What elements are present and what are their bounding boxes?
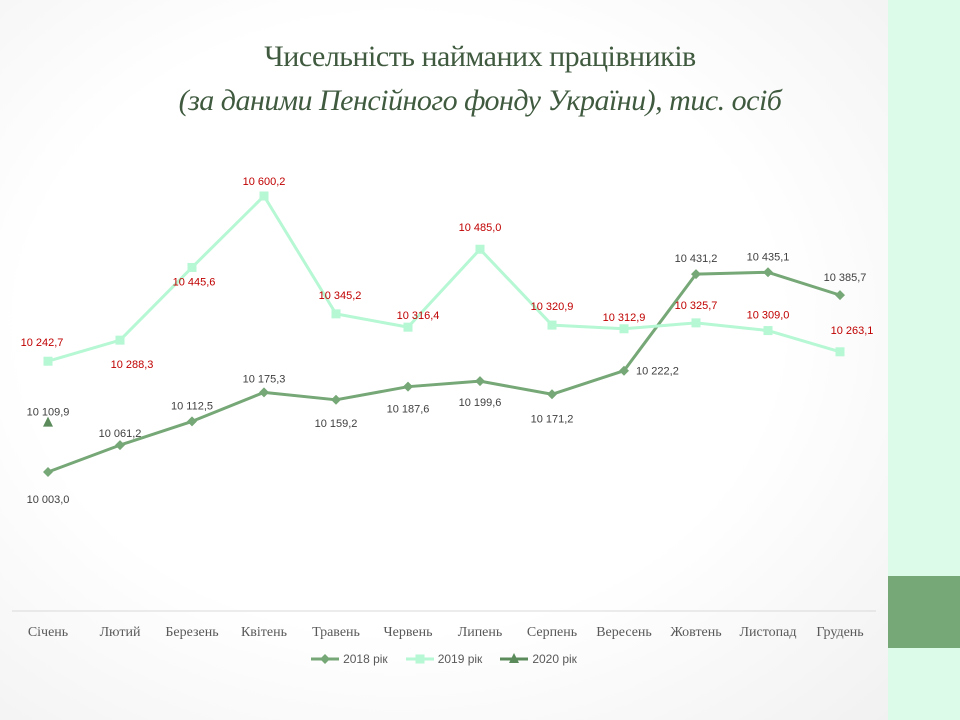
data-label: 10 112,5 (171, 400, 213, 412)
data-label: 10 600,2 (243, 176, 286, 188)
x-tick-label: Квітень (241, 625, 287, 640)
x-tick-label: Вересень (596, 625, 652, 640)
data-point (763, 267, 773, 278)
data-point (43, 416, 53, 427)
data-point (43, 356, 53, 366)
legend-item: 2019 рік (405, 652, 483, 666)
data-point (187, 416, 197, 427)
data-point (835, 290, 845, 301)
data-point (619, 365, 629, 376)
data-label: 10 325,7 (675, 300, 718, 312)
slide-background (0, 0, 888, 720)
data-label: 10 345,2 (319, 290, 362, 302)
data-label: 10 385,7 (824, 272, 867, 284)
data-label: 10 171,2 (531, 413, 574, 425)
data-label: 10 435,1 (747, 251, 790, 263)
x-tick-label: Лютий (100, 625, 141, 640)
data-point (763, 326, 773, 336)
data-point (259, 191, 269, 201)
data-label: 10 309,0 (747, 310, 790, 322)
data-point (691, 269, 701, 280)
x-tick-label: Травень (312, 625, 360, 640)
data-point (259, 387, 269, 398)
data-point (187, 262, 197, 272)
data-label: 10 320,9 (531, 301, 574, 313)
data-label: 10 288,3 (111, 359, 154, 371)
data-label: 10 003,0 (27, 494, 70, 506)
legend-swatch (405, 654, 434, 664)
data-label: 10 109,9 (27, 407, 70, 419)
data-point (547, 320, 557, 330)
data-point (547, 389, 557, 400)
data-label: 10 485,0 (459, 222, 502, 234)
x-tick-label: Червень (384, 625, 433, 640)
data-label: 10 199,6 (459, 397, 502, 409)
side-accent-block (888, 576, 960, 648)
data-point (115, 335, 125, 345)
legend-swatch (311, 654, 340, 664)
data-point (403, 322, 413, 332)
legend-label: 2019 рік (437, 652, 483, 666)
data-label: 10 263,1 (831, 325, 874, 337)
data-point (691, 318, 701, 328)
chart-subtitle: (за даними Пенсійного фонду України), ти… (178, 84, 782, 117)
chart-legend: 2018 рік 2019 рік 2020 рік (0, 652, 888, 666)
data-label: 10 187,6 (387, 404, 430, 416)
x-tick-label: Березень (165, 625, 218, 640)
data-label: 10 316,4 (397, 310, 440, 322)
x-tick-label: Січень (28, 625, 68, 640)
data-label: 10 431,2 (675, 253, 718, 265)
data-label: 10 222,2 (636, 366, 679, 378)
data-point (835, 347, 845, 357)
data-label: 10 242,7 (21, 337, 64, 349)
legend-item: 2018 рік (311, 652, 388, 666)
legend-label: 2018 рік (343, 652, 388, 666)
data-point (475, 376, 485, 387)
data-label: 10 445,6 (173, 276, 216, 288)
x-tick-label: Жовтень (670, 625, 721, 640)
data-label: 10 175,3 (243, 373, 286, 385)
x-tick-label: Листопад (740, 625, 797, 640)
legend-item: 2020 рік (500, 652, 577, 666)
legend-swatch (500, 653, 529, 663)
data-point (115, 440, 125, 451)
data-label: 10 061,2 (99, 428, 142, 440)
data-point (475, 244, 485, 254)
data-point (331, 394, 341, 405)
data-label: 10 159,2 (315, 418, 358, 430)
x-tick-label: Грудень (816, 625, 863, 640)
series-line (47, 194, 841, 363)
data-point (43, 467, 53, 477)
data-point (403, 381, 413, 392)
chart-title: Чисельність найманих працівників (264, 40, 696, 73)
data-label: 10 312,9 (603, 312, 646, 324)
data-point (331, 309, 341, 319)
legend-label: 2020 рік (532, 652, 577, 666)
data-point (619, 324, 629, 334)
series-line (47, 270, 841, 474)
line-chart: Січень Лютий Березень Квітень Травень Червень… (12, 176, 876, 640)
x-tick-label: Серпень (527, 625, 577, 640)
x-tick-label: Липень (458, 625, 503, 640)
